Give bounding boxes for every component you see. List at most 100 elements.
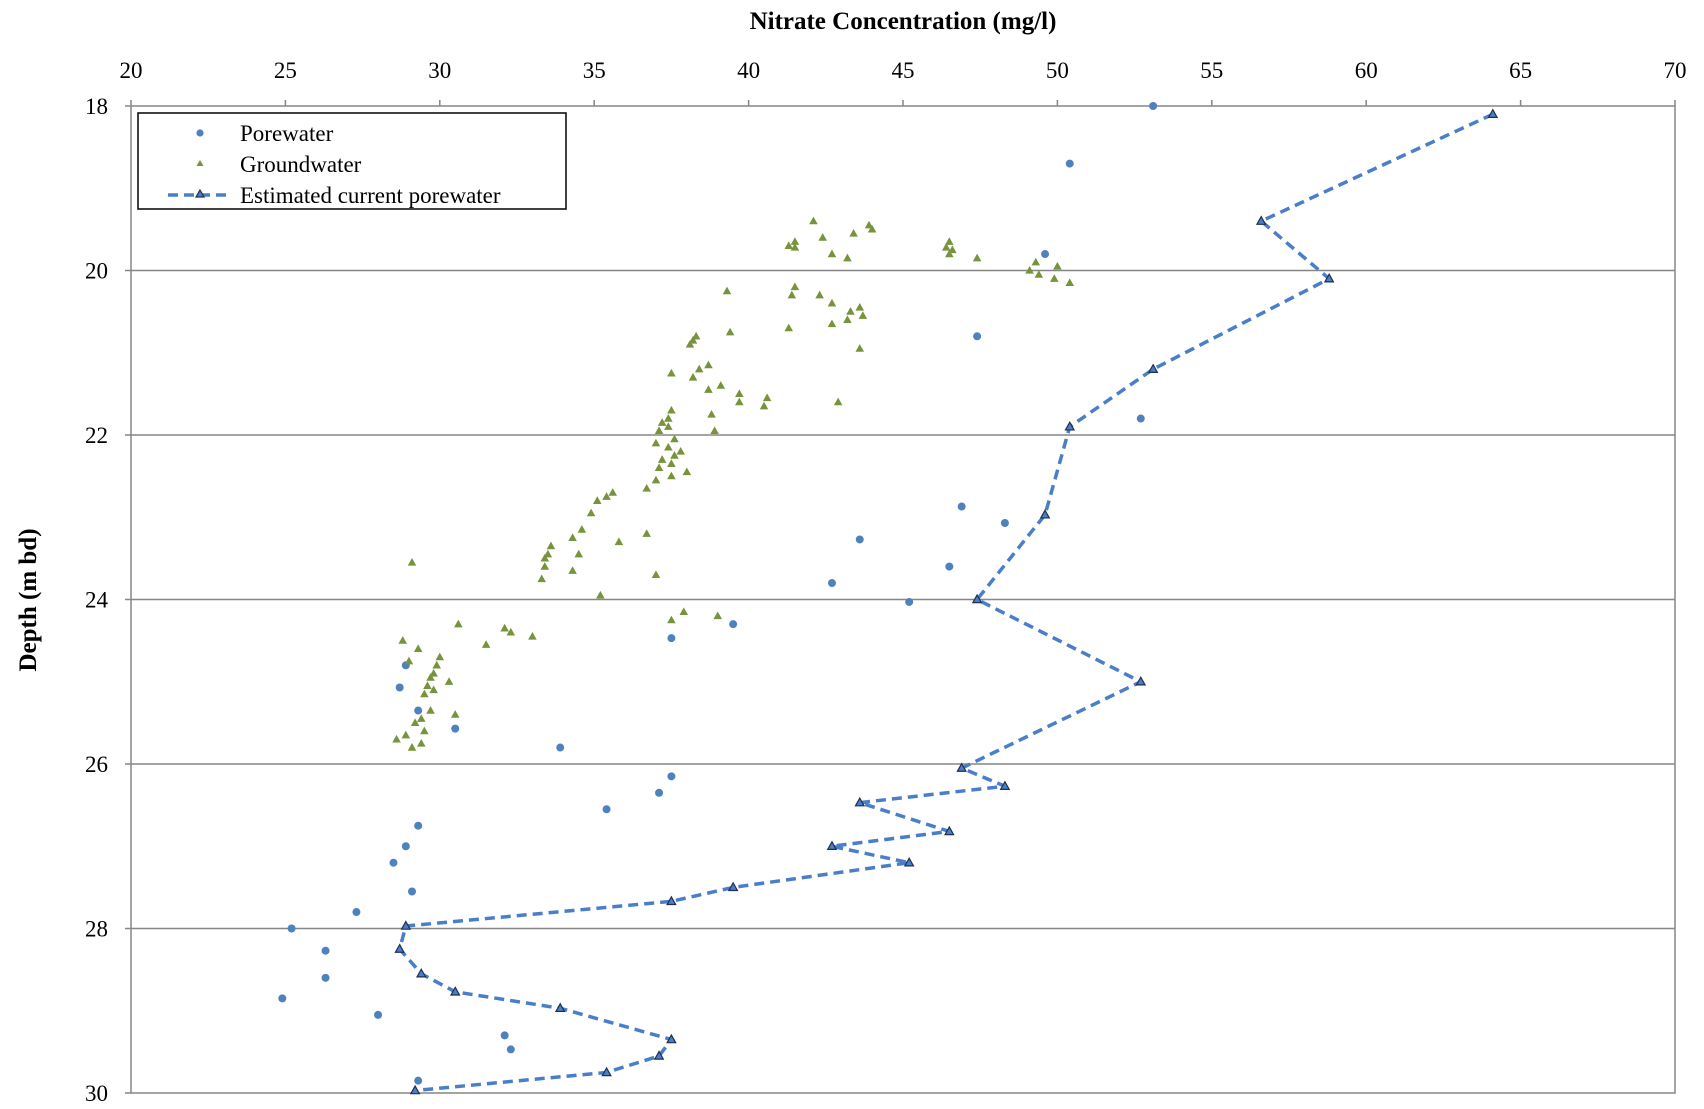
porewater-point (414, 1076, 423, 1085)
groundwater-point (790, 242, 800, 251)
groundwater-point (596, 590, 605, 599)
x-tick-label: 55 (1200, 58, 1223, 83)
groundwater-point (945, 249, 954, 258)
groundwater-point (404, 656, 414, 665)
groundwater-point (688, 335, 698, 344)
groundwater-point (722, 286, 732, 295)
groundwater-point (704, 360, 713, 369)
groundwater-point (614, 537, 624, 546)
groundwater-point (429, 685, 438, 694)
groundwater-point (855, 344, 865, 352)
groundwater-point (790, 237, 800, 245)
groundwater-point (423, 681, 432, 690)
groundwater-point (667, 368, 676, 377)
groundwater-point (407, 557, 417, 566)
groundwater-point (945, 237, 954, 245)
porewater-point (321, 973, 330, 982)
groundwater-point (855, 303, 865, 311)
estimated-porewater-point (854, 796, 866, 807)
groundwater-point (407, 743, 417, 751)
estimated-porewater-point (903, 856, 915, 867)
groundwater-point (398, 636, 408, 644)
porewater-point (278, 994, 287, 1003)
y-axis-title: Depth (m bd) (15, 528, 42, 671)
porewater-point (1065, 159, 1074, 168)
groundwater-point (948, 245, 957, 254)
x-axis-title: Nitrate Concentration (mg/l) (750, 8, 1057, 35)
groundwater-point (450, 710, 460, 718)
groundwater-point (688, 372, 698, 381)
groundwater-point (420, 726, 429, 735)
porewater-point (1136, 414, 1145, 423)
porewater-point (855, 535, 864, 544)
legend-marker-estimated (194, 188, 206, 198)
estimated-porewater-point (1323, 272, 1335, 283)
groundwater-point (586, 508, 596, 517)
legend-marker-groundwater (196, 160, 204, 166)
groundwater-point (679, 607, 689, 615)
x-tick-label: 70 (1664, 58, 1687, 83)
groundwater-point (392, 734, 401, 743)
estimated-porewater-point (601, 1066, 612, 1077)
legend-box (137, 112, 567, 210)
groundwater-point (667, 459, 676, 467)
groundwater-point (685, 340, 695, 348)
groundwater-point (537, 574, 546, 583)
x-tick-label: 20 (120, 58, 143, 83)
groundwater-point (543, 549, 553, 558)
groundwater-point (1065, 278, 1075, 286)
x-tick-label: 30 (428, 58, 451, 83)
groundwater-point (416, 738, 426, 747)
porewater-point (905, 597, 914, 606)
groundwater-point (735, 389, 744, 398)
estimated-porewater-point (999, 780, 1011, 790)
groundwater-point (568, 533, 577, 541)
groundwater-point (429, 669, 438, 677)
groundwater-point (410, 718, 420, 727)
groundwater-point (574, 549, 584, 558)
groundwater-point (827, 249, 837, 258)
groundwater-point (972, 253, 982, 262)
porewater-point (287, 924, 296, 933)
groundwater-point (670, 451, 679, 459)
porewater-point (321, 946, 330, 955)
groundwater-point (827, 319, 837, 328)
groundwater-point (707, 409, 716, 418)
groundwater-point (1034, 270, 1044, 278)
porewater-point (352, 908, 361, 917)
porewater-point (374, 1010, 383, 1019)
estimated-porewater-point (1487, 108, 1499, 118)
porewater-point (667, 772, 676, 781)
estimated-porewater-point (956, 762, 967, 772)
estimated-porewater-point (1135, 676, 1147, 686)
groundwater-point (846, 307, 855, 315)
x-tick-label: 50 (1046, 58, 1069, 83)
legend-label-porewater: Porewater (240, 121, 334, 146)
groundwater-point (454, 619, 463, 628)
tick-labels: 20 25 30 35 40 45 50 55 60 65 70 18 20 22 24 26 28 30 (85, 58, 1687, 1106)
groundwater-point (818, 233, 827, 241)
groundwater-point (667, 471, 676, 480)
groundwater-point (506, 627, 516, 636)
series-layer (278, 102, 1499, 1095)
groundwater-point (654, 463, 664, 472)
x-tick-label: 60 (1355, 58, 1378, 83)
groundwater-point (667, 615, 676, 624)
porewater-point (389, 858, 398, 867)
groundwater-point (540, 553, 550, 562)
estimated-porewater-point (449, 986, 461, 996)
groundwater-point (426, 706, 435, 714)
groundwater-point (657, 455, 667, 463)
porewater-point (667, 634, 676, 643)
porewater-point (451, 724, 460, 733)
y-tick-label: 18 (85, 94, 108, 119)
groundwater-point (858, 311, 868, 319)
x-tick-label: 65 (1509, 58, 1532, 83)
porewater-point (957, 502, 966, 511)
groundwater-point (691, 331, 701, 340)
groundwater-point (593, 496, 602, 504)
groundwater-point (432, 660, 441, 669)
groundwater-point (664, 422, 673, 430)
groundwater-point (735, 397, 744, 406)
porewater-point (655, 788, 664, 797)
